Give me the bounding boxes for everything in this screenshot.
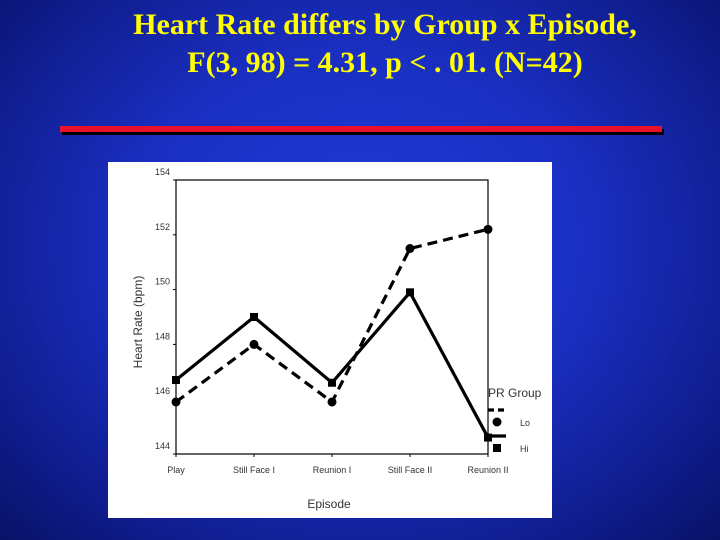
chart-panel: 144 146 148 150 152 154 Play Still Face I Reunio… <box>108 162 552 518</box>
data-point-hi <box>250 313 258 321</box>
y-tick-label: 144 <box>155 441 170 451</box>
data-point-lo <box>171 397 181 407</box>
series-line-lo <box>175 227 489 404</box>
legend-marker-lo <box>492 417 502 427</box>
title-line-1: Heart Rate differs by Group x Episode, <box>133 8 637 41</box>
x-tick-label: Still Face II <box>388 465 433 475</box>
plot-frame <box>175 179 489 455</box>
data-point-lo <box>405 244 415 253</box>
x-tick-label: Play <box>167 465 185 475</box>
y-tick-label: 146 <box>155 386 170 396</box>
legend-marker-hi <box>493 444 501 452</box>
legend-title: PR Group <box>488 386 542 400</box>
data-point-lo <box>483 224 493 234</box>
x-tick-label: Reunion II <box>467 465 508 475</box>
data-point-hi <box>406 288 414 297</box>
y-tick-label: 148 <box>155 331 170 341</box>
data-point-lo <box>249 339 259 349</box>
x-axis-label: Episode <box>307 497 351 511</box>
red-divider <box>60 126 662 132</box>
data-point-hi <box>172 376 180 385</box>
slide-title: Heart Rate differs by Group x Episode, F… <box>0 6 720 82</box>
x-tick-label: Reunion I <box>313 465 352 475</box>
legend-label-hi: Hi <box>520 444 529 454</box>
x-tick-label: Still Face I <box>233 465 275 475</box>
data-point-hi <box>328 378 336 387</box>
chart-svg: 144 146 148 150 152 154 Play Still Face I Reunio… <box>131 167 542 511</box>
y-tick-label: 152 <box>155 222 170 232</box>
title-line-2: F(3, 98) = 4.31, p < . 01. (N=42) <box>187 46 583 79</box>
data-point-lo <box>327 397 337 407</box>
y-tick-label: 150 <box>155 277 170 287</box>
series-line-hi <box>174 290 490 439</box>
y-tick-label: 154 <box>155 167 170 177</box>
y-axis-label: Heart Rate (bpm) <box>131 276 145 369</box>
plot-area: 144 146 148 150 152 154 Play Still Face I Reunio… <box>155 167 530 475</box>
legend-label-lo: Lo <box>520 418 530 428</box>
